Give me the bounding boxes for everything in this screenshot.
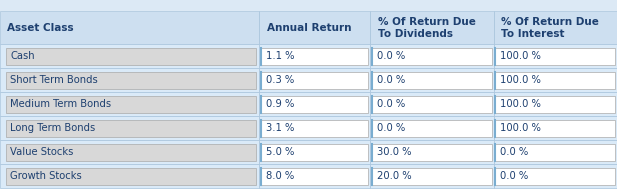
Bar (259, 68, 370, 92)
Bar (0, 140, 259, 164)
Text: 0.3 %: 0.3 % (266, 75, 294, 85)
Text: 0.0 %: 0.0 % (377, 123, 405, 133)
Bar (495, 48, 615, 65)
Bar (370, 116, 494, 140)
Text: 20.0 %: 20.0 % (377, 171, 412, 181)
Bar (259, 11, 370, 44)
Bar (372, 168, 492, 185)
Bar (495, 144, 615, 161)
Bar (494, 11, 617, 44)
Bar (6, 96, 256, 113)
Bar (6, 168, 256, 185)
Bar (372, 120, 492, 137)
Text: Asset Class: Asset Class (7, 23, 74, 33)
Bar (259, 116, 370, 140)
Text: Short Term Bonds: Short Term Bonds (10, 75, 98, 85)
Text: Medium Term Bonds: Medium Term Bonds (10, 99, 112, 109)
Text: 0.0 %: 0.0 % (500, 171, 529, 181)
Bar (0, 11, 259, 44)
Bar (372, 144, 492, 161)
Text: 3.1 %: 3.1 % (266, 123, 294, 133)
Text: % Of Return Due
To Dividends: % Of Return Due To Dividends (378, 17, 476, 39)
Bar (370, 68, 494, 92)
Text: 0.0 %: 0.0 % (377, 99, 405, 109)
Text: Growth Stocks: Growth Stocks (10, 171, 82, 181)
Bar (494, 140, 617, 164)
Bar (6, 144, 256, 161)
Text: 8.0 %: 8.0 % (266, 171, 294, 181)
Bar (6, 120, 256, 137)
Text: 100.0 %: 100.0 % (500, 99, 541, 109)
Text: 0.0 %: 0.0 % (377, 75, 405, 85)
Bar (370, 44, 494, 68)
Bar (261, 48, 368, 65)
Text: 0.0 %: 0.0 % (500, 147, 529, 157)
Text: Long Term Bonds: Long Term Bonds (10, 123, 96, 133)
Bar (494, 92, 617, 116)
Bar (261, 144, 368, 161)
Bar (495, 120, 615, 137)
Bar (6, 48, 256, 65)
Text: 0.9 %: 0.9 % (266, 99, 294, 109)
Bar (372, 72, 492, 89)
Bar (0, 0, 617, 11)
Text: % Of Return Due
To Interest: % Of Return Due To Interest (501, 17, 599, 39)
Bar (0, 68, 259, 92)
Bar (494, 44, 617, 68)
Bar (494, 164, 617, 188)
Bar (0, 116, 259, 140)
Bar (261, 168, 368, 185)
Bar (261, 96, 368, 113)
Text: 5.0 %: 5.0 % (266, 147, 294, 157)
Bar (494, 116, 617, 140)
Bar (0, 164, 259, 188)
Bar (372, 48, 492, 65)
Bar (259, 92, 370, 116)
Bar (370, 164, 494, 188)
Text: Value Stocks: Value Stocks (10, 147, 74, 157)
Text: 100.0 %: 100.0 % (500, 51, 541, 61)
Text: 1.1 %: 1.1 % (266, 51, 294, 61)
Bar (372, 96, 492, 113)
Bar (495, 96, 615, 113)
Bar (259, 164, 370, 188)
Bar (261, 72, 368, 89)
Bar (495, 168, 615, 185)
Text: Cash: Cash (10, 51, 35, 61)
Bar (370, 11, 494, 44)
Bar (495, 72, 615, 89)
Bar (261, 120, 368, 137)
Bar (259, 44, 370, 68)
Text: 100.0 %: 100.0 % (500, 123, 541, 133)
Text: 30.0 %: 30.0 % (377, 147, 412, 157)
Bar (494, 68, 617, 92)
Text: 0.0 %: 0.0 % (377, 51, 405, 61)
Bar (0, 92, 259, 116)
Text: 100.0 %: 100.0 % (500, 75, 541, 85)
Bar (370, 140, 494, 164)
Text: Annual Return: Annual Return (267, 23, 351, 33)
Bar (259, 140, 370, 164)
Bar (370, 92, 494, 116)
Bar (6, 72, 256, 89)
Bar (0, 44, 259, 68)
